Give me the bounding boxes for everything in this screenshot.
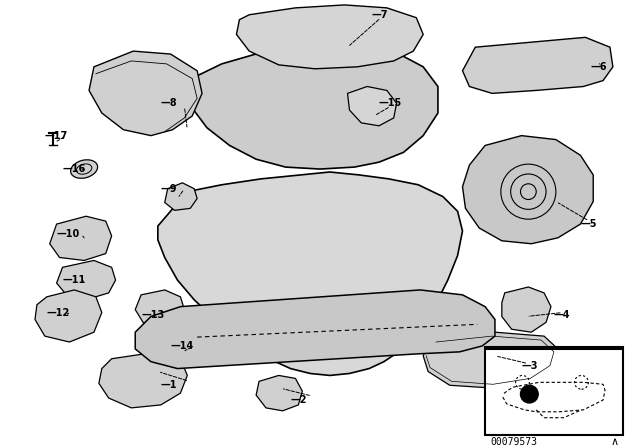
Polygon shape — [164, 183, 197, 210]
Text: —4: —4 — [554, 310, 570, 319]
Text: —6: —6 — [590, 62, 607, 72]
Circle shape — [520, 385, 538, 403]
Polygon shape — [135, 290, 184, 326]
Text: —16: —16 — [63, 164, 86, 174]
Text: 00079573: 00079573 — [490, 437, 537, 448]
Text: —5: —5 — [580, 219, 597, 229]
Polygon shape — [56, 260, 116, 299]
Text: —13: —13 — [141, 310, 164, 319]
Polygon shape — [158, 172, 463, 375]
Polygon shape — [50, 216, 111, 260]
Polygon shape — [236, 5, 423, 69]
Polygon shape — [161, 329, 214, 366]
Polygon shape — [89, 51, 202, 136]
Polygon shape — [423, 332, 558, 388]
Polygon shape — [463, 136, 593, 244]
Polygon shape — [502, 287, 551, 332]
Text: —17: —17 — [45, 131, 68, 141]
Text: —1: —1 — [161, 380, 177, 390]
Text: ∧: ∧ — [611, 437, 619, 448]
Polygon shape — [35, 290, 102, 342]
Text: —7: —7 — [371, 10, 388, 20]
Text: —3: —3 — [522, 361, 538, 370]
Text: —8: —8 — [161, 98, 177, 108]
Polygon shape — [135, 290, 495, 369]
Polygon shape — [99, 352, 188, 408]
Text: —10: —10 — [56, 229, 80, 239]
Polygon shape — [256, 375, 302, 411]
Ellipse shape — [70, 160, 98, 178]
Text: —9: —9 — [161, 184, 177, 194]
Text: —11: —11 — [63, 275, 86, 285]
Polygon shape — [348, 86, 397, 126]
Text: —12: —12 — [47, 307, 70, 318]
Text: —2: —2 — [291, 395, 307, 405]
FancyBboxPatch shape — [485, 349, 623, 435]
Text: —15: —15 — [379, 98, 402, 108]
Text: —14: —14 — [171, 341, 194, 351]
Polygon shape — [463, 37, 613, 93]
Polygon shape — [186, 44, 438, 169]
